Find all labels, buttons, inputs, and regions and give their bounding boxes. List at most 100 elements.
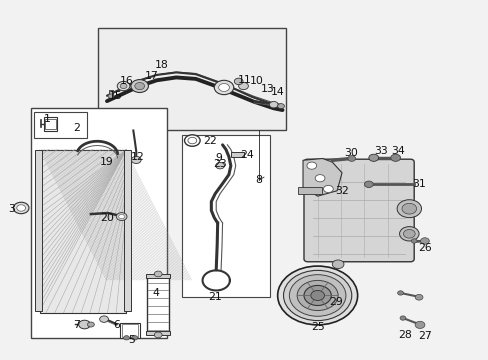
- Circle shape: [120, 84, 127, 89]
- Bar: [120, 323, 140, 338]
- Text: 31: 31: [411, 179, 425, 189]
- Circle shape: [131, 80, 148, 93]
- Bar: [45, 119, 56, 130]
- Circle shape: [87, 322, 94, 327]
- Text: 30: 30: [343, 148, 357, 158]
- Circle shape: [135, 82, 144, 90]
- Text: 15: 15: [108, 91, 122, 101]
- Text: 33: 33: [373, 146, 387, 156]
- Bar: [146, 274, 170, 278]
- Circle shape: [234, 78, 243, 85]
- Bar: [230, 152, 243, 157]
- Text: 29: 29: [328, 297, 343, 307]
- Circle shape: [123, 336, 129, 340]
- Circle shape: [420, 238, 428, 244]
- Text: 14: 14: [270, 87, 284, 97]
- Text: 10: 10: [249, 76, 263, 86]
- Bar: [147, 275, 169, 333]
- Bar: [79, 134, 135, 240]
- Circle shape: [218, 84, 229, 91]
- Text: 16: 16: [120, 76, 133, 86]
- Text: 7: 7: [73, 320, 80, 330]
- Circle shape: [297, 280, 337, 311]
- Circle shape: [79, 320, 90, 329]
- Circle shape: [132, 336, 138, 340]
- Bar: [122, 324, 138, 337]
- Text: 28: 28: [398, 330, 411, 340]
- Circle shape: [215, 162, 224, 169]
- Circle shape: [108, 94, 114, 98]
- Circle shape: [414, 294, 422, 300]
- Circle shape: [214, 80, 233, 95]
- Circle shape: [277, 266, 357, 325]
- Circle shape: [368, 154, 378, 161]
- Text: 34: 34: [390, 146, 404, 156]
- Circle shape: [13, 202, 29, 214]
- Circle shape: [364, 181, 372, 188]
- Circle shape: [310, 291, 324, 301]
- Circle shape: [304, 285, 330, 306]
- Text: 17: 17: [144, 71, 159, 81]
- Bar: [34, 112, 87, 138]
- Text: 3: 3: [8, 204, 15, 214]
- Text: 5: 5: [128, 334, 135, 345]
- Circle shape: [289, 275, 345, 316]
- Circle shape: [277, 104, 284, 109]
- FancyBboxPatch shape: [304, 159, 413, 262]
- Text: 18: 18: [154, 60, 168, 70]
- Bar: [98, 28, 285, 130]
- Text: 11: 11: [237, 75, 251, 85]
- Bar: [43, 117, 57, 131]
- Circle shape: [238, 82, 248, 90]
- Circle shape: [154, 271, 162, 277]
- Circle shape: [269, 102, 278, 108]
- Text: 12: 12: [130, 152, 144, 162]
- Circle shape: [315, 175, 325, 182]
- Text: 4: 4: [152, 288, 159, 298]
- Circle shape: [283, 270, 351, 320]
- Text: 20: 20: [100, 213, 114, 222]
- Circle shape: [397, 291, 403, 295]
- Circle shape: [116, 213, 127, 221]
- Bar: [146, 331, 170, 335]
- Text: 22: 22: [203, 136, 217, 145]
- Text: 26: 26: [417, 243, 431, 253]
- Circle shape: [119, 215, 124, 219]
- Circle shape: [390, 154, 400, 161]
- Text: 21: 21: [208, 292, 222, 302]
- Text: 32: 32: [334, 186, 348, 197]
- Circle shape: [100, 316, 108, 322]
- Bar: [31, 108, 167, 338]
- Circle shape: [410, 239, 416, 243]
- Polygon shape: [303, 158, 341, 196]
- Bar: [298, 187, 321, 194]
- Text: 1: 1: [43, 114, 50, 124]
- Circle shape: [331, 260, 343, 269]
- Text: 9: 9: [215, 153, 222, 163]
- Text: 19: 19: [100, 157, 114, 167]
- Circle shape: [399, 316, 405, 320]
- Circle shape: [131, 156, 141, 163]
- Circle shape: [347, 156, 355, 161]
- Circle shape: [396, 200, 421, 218]
- Text: 23: 23: [213, 159, 226, 169]
- Circle shape: [414, 321, 424, 328]
- Text: 2: 2: [73, 123, 80, 133]
- Circle shape: [184, 135, 200, 146]
- Text: 24: 24: [240, 150, 253, 160]
- Circle shape: [401, 203, 416, 214]
- Bar: [35, 150, 41, 311]
- Circle shape: [399, 226, 418, 241]
- Bar: [109, 90, 113, 96]
- Text: 8: 8: [255, 175, 262, 185]
- Circle shape: [187, 137, 196, 144]
- Bar: [40, 149, 126, 313]
- Text: 6: 6: [113, 320, 120, 330]
- Circle shape: [306, 162, 316, 169]
- Bar: [124, 150, 131, 311]
- Circle shape: [117, 81, 130, 91]
- Circle shape: [154, 332, 162, 338]
- Text: 13: 13: [261, 84, 274, 94]
- Bar: [182, 135, 269, 297]
- Circle shape: [17, 205, 25, 211]
